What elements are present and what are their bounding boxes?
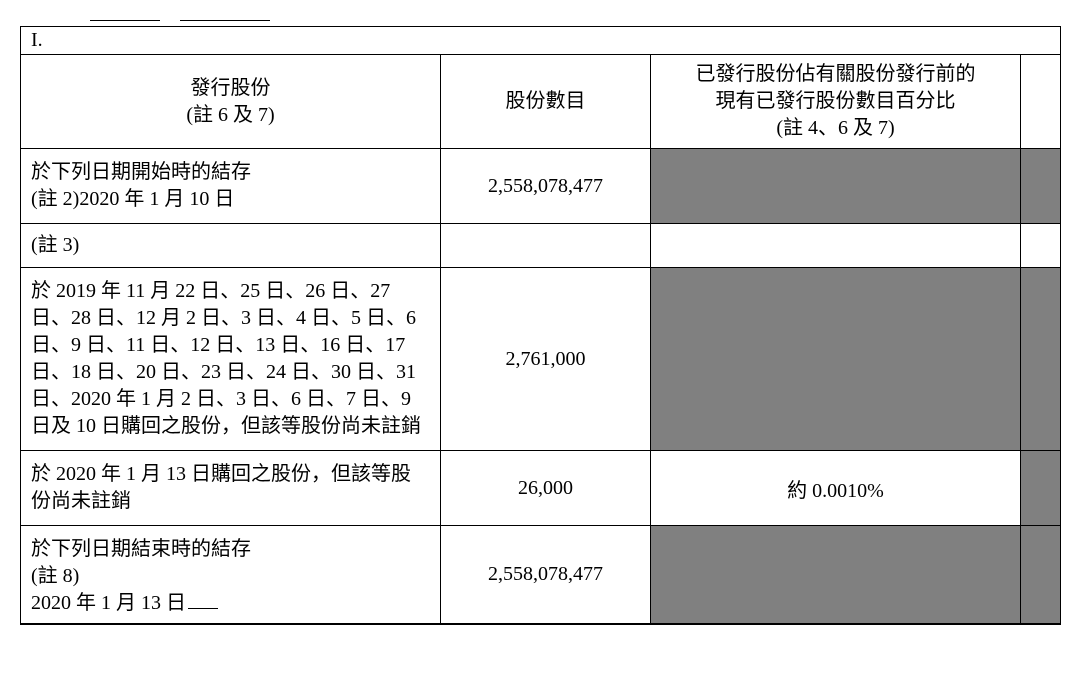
row5-date-underline [188,608,218,609]
header-col-number-of-shares: 股份數目 [441,55,651,149]
row5-date-text: 2020 年 1 月 13 日 [31,592,186,614]
header-col-percentage: 已發行股份佔有關股份發行前的 現有已發行股份數目百分比 (註 4、6 及 7) [651,55,1021,149]
row5-trailing [1021,526,1061,624]
header-col1-line2: (註 6 及 7) [186,102,274,129]
row1-description: 於下列日期開始時的結存 (註 2)2020 年 1 月 10 日 [21,149,441,224]
header-col1-line1: 發行股份 [191,75,271,102]
row3-description: 於 2019 年 11 月 22 日、25 日、26 日、27 日、28 日、1… [21,268,441,451]
row2-percentage [651,224,1021,268]
row4-shares: 26,000 [441,451,651,526]
section-label-text: I. [31,29,43,51]
row4-trailing [1021,451,1061,526]
table-row: 於下列日期開始時的結存 (註 2)2020 年 1 月 10 日 2,558,0… [21,149,1061,224]
header-col-trailing [1021,55,1061,149]
row3-trailing [1021,268,1061,451]
header-col-issued-shares: 發行股份 (註 6 及 7) [21,55,441,149]
row5-desc-line3: 2020 年 1 月 13 日 [31,590,430,617]
row1-trailing [1021,149,1061,224]
row3-shares: 2,761,000 [441,268,651,451]
row1-shares: 2,558,078,477 [441,149,651,224]
header-col3-line2: 現有已發行股份數目百分比 [716,88,956,115]
row4-description: 於 2020 年 1 月 13 日購回之股份，但該等股份尚未註銷 [21,451,441,526]
row2-trailing [1021,224,1061,268]
table-row: (註 3) [21,224,1061,268]
row1-desc-line2: (註 2)2020 年 1 月 10 日 [31,186,430,213]
row1-desc-line1: 於下列日期開始時的結存 [31,159,430,186]
table-row: 於下列日期結束時的結存 (註 8) 2020 年 1 月 13 日 2,558,… [21,526,1061,624]
row4-percentage: 約 0.0010% [651,451,1021,526]
header-col3-line3: (註 4、6 及 7) [776,115,894,142]
header-col3-line1: 已發行股份佔有關股份發行前的 [696,61,976,88]
row1-percentage [651,149,1021,224]
row2-shares [441,224,651,268]
row2-description: (註 3) [21,224,441,268]
row5-description: 於下列日期結束時的結存 (註 8) 2020 年 1 月 13 日 [21,526,441,624]
table-row: 於 2020 年 1 月 13 日購回之股份，但該等股份尚未註銷 26,000 … [21,451,1061,526]
table-header-row: 發行股份 (註 6 及 7) 股份數目 已發行股份佔有關股份發行前的 現有已發行… [21,55,1061,149]
section-label: I. [21,27,1061,55]
table-row: 於 2019 年 11 月 22 日、25 日、26 日、27 日、28 日、1… [21,268,1061,451]
row5-percentage [651,526,1021,624]
header-col2-text: 股份數目 [506,88,586,115]
row3-percentage [651,268,1021,451]
row5-desc-line1: 於下列日期結束時的結存 [31,536,430,563]
share-movement-table: I. 發行股份 (註 6 及 7) 股份數目 已發行股份佔有關股份發行前的 現有… [20,26,1061,625]
row5-desc-line2: (註 8) [31,563,430,590]
row5-shares: 2,558,078,477 [441,526,651,624]
